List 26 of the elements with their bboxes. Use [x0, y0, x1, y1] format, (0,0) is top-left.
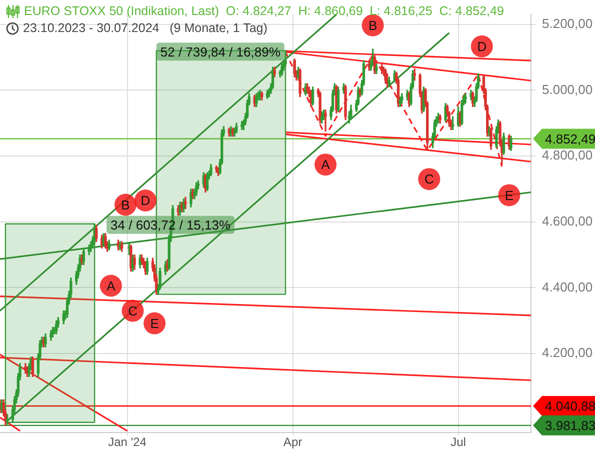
x-tick-label: Jan '24 — [108, 435, 147, 450]
annotation: D — [477, 38, 487, 54]
chart-title: EURO STOXX 50 (Indikation, Last) O: 4.824,27 H: 4.860,69 L: 4.816,25 C: 4.852,49 — [24, 3, 504, 20]
annotation: E — [150, 316, 160, 331]
annotation: B — [121, 197, 130, 212]
text: 23.10.2023 - 30.07.2024 (9 Monate, 1 Tag) — [23, 20, 268, 37]
annotation: A — [321, 157, 330, 172]
ref-line-label: 4.852,49 — [545, 131, 595, 146]
y-tick-label: 4.200,00 — [542, 345, 593, 360]
x-tick-label: Jul — [450, 435, 466, 450]
annotation: 34 / 603,72 / 15,13% — [110, 217, 231, 232]
ref-line-label: 3.981,83 — [545, 418, 595, 433]
annotation: C — [424, 172, 434, 187]
y-tick-label: 5.200,00 — [542, 16, 593, 31]
annotation: D — [140, 193, 150, 208]
ref-line-label: 4.040,88 — [545, 398, 595, 414]
annotation: A — [106, 278, 116, 294]
x-tick-label: Apr — [283, 435, 302, 450]
annotation: C — [128, 303, 138, 318]
y-tick-label: 4.800,00 — [542, 148, 593, 163]
y-tick-label: 4.400,00 — [542, 279, 593, 294]
y-tick-label: 5.000,00 — [542, 82, 593, 97]
y-tick-label: 4.600,00 — [542, 213, 593, 228]
annotation: E — [504, 188, 514, 203]
annotation: B — [368, 18, 378, 33]
annotation: 52 / 739,84 / 16,89% — [160, 44, 281, 60]
